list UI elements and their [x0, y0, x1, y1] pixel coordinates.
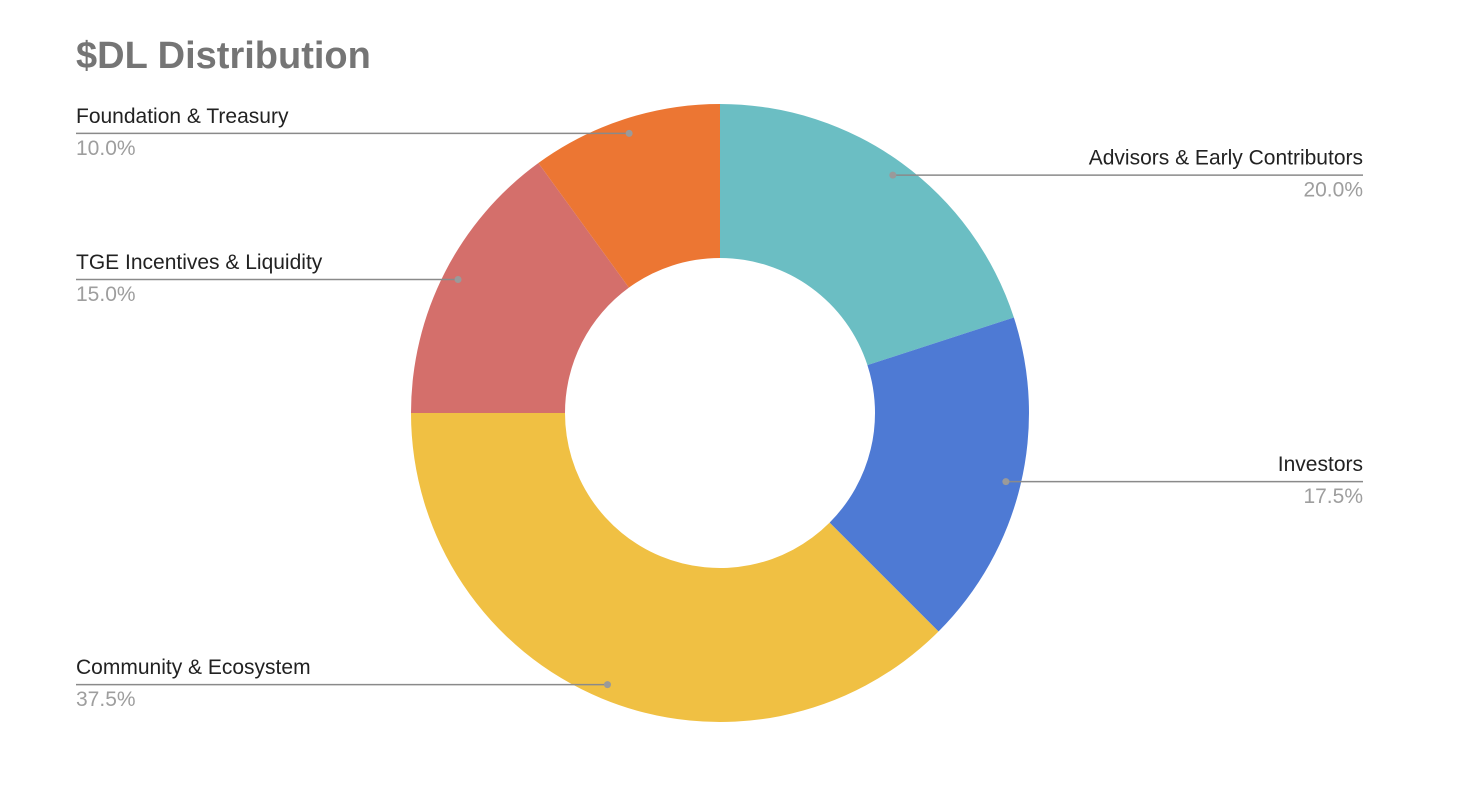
slice-label: Advisors & Early Contributors: [1089, 147, 1363, 170]
value-label: 10.0%: [76, 137, 136, 160]
slice: [538, 104, 720, 288]
slice: [411, 163, 629, 413]
slice-label: Investors: [1278, 453, 1363, 476]
value-label: 37.5%: [76, 688, 136, 711]
value-label: 17.5%: [1303, 485, 1363, 508]
leader-dot: [889, 171, 897, 179]
slice: [720, 104, 1014, 366]
chart-title: $DL Distribution: [76, 35, 371, 77]
leader-dot: [603, 681, 611, 689]
slice: [829, 317, 1029, 632]
leader-dot: [625, 129, 633, 137]
value-label: 15.0%: [76, 283, 136, 306]
leader-dot: [454, 276, 462, 284]
slice: [411, 413, 939, 723]
slice-label: Foundation & Treasury: [76, 105, 289, 128]
slice-label: TGE Incentives & Liquidity: [76, 251, 323, 274]
slice-label: Community & Ecosystem: [76, 656, 311, 679]
value-label: 20.0%: [1303, 179, 1363, 202]
leader-dot: [1002, 478, 1010, 486]
